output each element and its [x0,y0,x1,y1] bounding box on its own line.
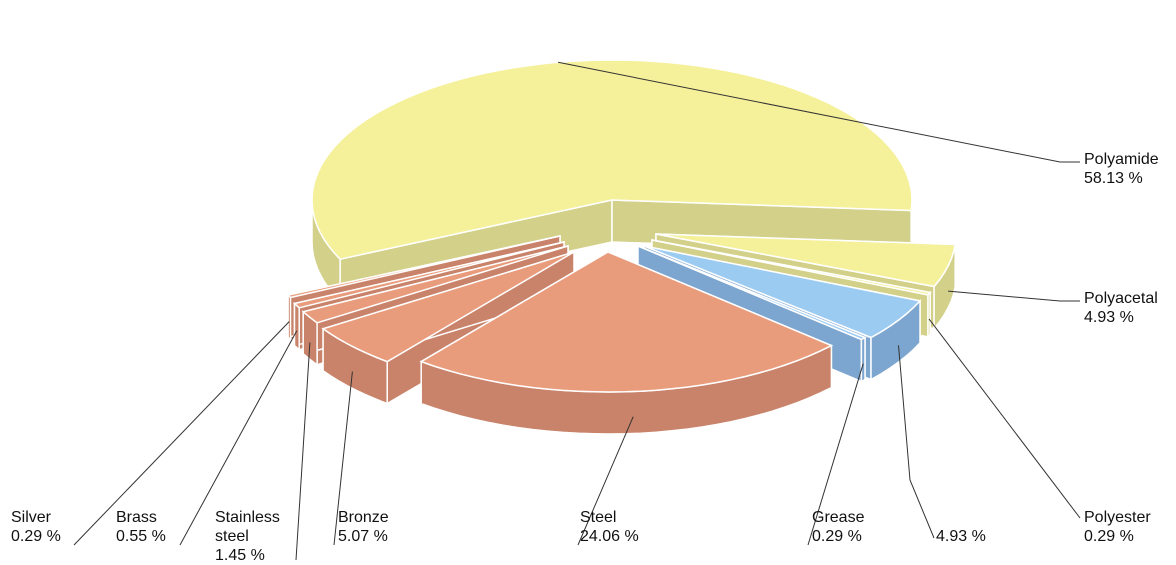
slice-bronze-top [321,251,575,363]
label-polyester: Polyester 0.29 % [1084,508,1151,546]
label-brass: Brass 0.55 % [116,508,166,546]
slice-brass-rim-0 [293,301,300,352]
label-polyacetal: Polyacetal 4.93 % [1084,289,1158,327]
label-bronze-name: Bronze [338,509,389,526]
label-polyester-value: 0.29 % [1084,528,1134,545]
slice-steel-top [419,251,834,393]
label-steel-name: Steel [580,509,617,526]
leader-steel [577,416,634,546]
slice-grease-top [637,245,867,341]
label-brass-name: Brass [116,509,157,526]
label-silver: Silver 0.29 % [11,508,61,546]
leader-polyamide [558,61,1080,163]
slice-polyester-top [651,239,932,296]
leader-stainless-steel [295,342,311,561]
label-blue-slice-value: 4.93 % [936,528,986,545]
label-polyester-name: Polyester [1084,509,1151,526]
label-bronze-value: 5.07 % [338,528,388,545]
label-grease: Grease 0.29 % [812,508,864,546]
label-silver-name: Silver [11,509,52,526]
slice-stainless-steel-top [301,245,569,324]
label-silver-value: 0.29 % [11,528,61,545]
label-stainless-steel: Stainless steel 1.45 % [215,508,280,565]
label-polyamide-value: 58.13 % [1084,170,1143,187]
label-bronze: Bronze 5.07 % [338,508,389,546]
label-polyamide-name: Polyamide [1084,151,1159,168]
leader-polyester [928,318,1081,519]
leader-bronze [333,371,353,546]
leader-brass [179,330,298,546]
label-polyacetal-value: 4.93 % [1084,309,1134,326]
label-grease-value: 0.29 % [812,528,862,545]
label-steel-value: 24.06 % [580,528,639,545]
label-grease-name: Grease [812,509,865,526]
slice-brass-top [292,241,565,309]
label-brass-value: 0.55 % [116,528,166,545]
label-polyacetal-name: Polyacetal [1084,290,1158,307]
slice-unlabeled-blue-top [643,245,922,339]
leader-silver [73,321,290,546]
leader-grease [807,363,864,546]
leader-polyacetal [948,290,1080,302]
label-stainless-name-1: Stainless [215,509,280,526]
leader-unlabeled-blue [898,345,935,539]
leader-lines [73,61,1081,561]
slice-grease-rim-0 [860,336,866,383]
slice-polyester-rim-0 [927,290,931,339]
slice-silver-top [286,235,561,299]
label-stainless-name-2: steel [215,528,249,545]
slice-polyacetal-top [655,233,957,288]
slice-silver-rim-0 [287,293,292,342]
pie-slices [286,59,957,435]
label-polyamide: Polyamide 58.13 % [1084,150,1159,188]
label-blue-slice: 4.93 % [936,527,986,546]
label-steel: Steel 24.06 % [580,508,639,546]
label-stainless-value: 1.45 % [215,547,265,564]
